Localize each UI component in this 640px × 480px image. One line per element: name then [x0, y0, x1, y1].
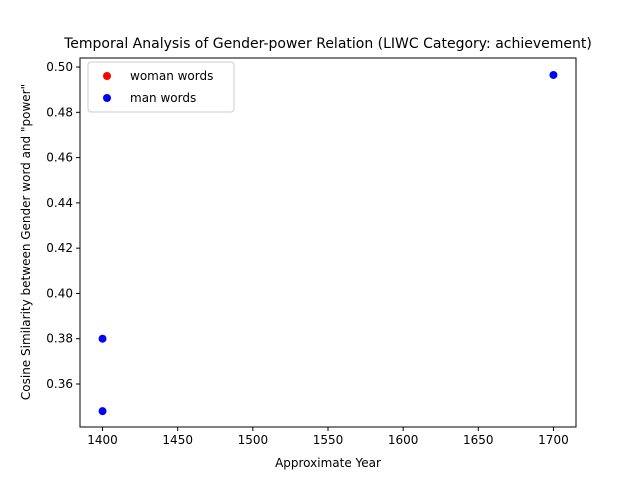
axis-ticks: 1400 1450 1500 1550 1600 1650 1700 0.36 0.38 0.40… [46, 60, 568, 447]
x-tick-label: 1700 [538, 433, 569, 447]
y-tick-label: 0.40 [46, 286, 73, 300]
x-tick-label: 1550 [313, 433, 344, 447]
y-tick-label: 0.48 [46, 105, 73, 119]
y-tick-label: 0.38 [46, 332, 73, 346]
legend-label-man: man words [130, 91, 196, 105]
x-tick-label: 1650 [463, 433, 494, 447]
data-points [98, 70, 558, 416]
x-axis-label: Approximate Year [275, 456, 381, 470]
legend-marker-man [103, 94, 111, 102]
x-tick-label: 1600 [388, 433, 419, 447]
x-tick-label: 1400 [87, 433, 118, 447]
y-tick-label: 0.36 [46, 377, 73, 391]
legend-label-woman: woman words [130, 69, 213, 83]
legend: woman words man words [87, 61, 235, 113]
y-tick-label: 0.46 [46, 151, 73, 165]
data-point-man [549, 70, 558, 79]
legend-box [87, 61, 235, 113]
data-point-man [98, 407, 107, 416]
y-tick-label: 0.44 [46, 196, 73, 210]
y-tick-label: 0.50 [46, 60, 73, 74]
data-point-man [98, 334, 107, 343]
y-axis-label: Cosine Similarity between Gender word an… [19, 84, 33, 400]
chart-title: Temporal Analysis of Gender-power Relati… [63, 36, 592, 52]
x-tick-label: 1500 [238, 433, 269, 447]
y-tick-label: 0.42 [46, 241, 73, 255]
plot-frame [79, 57, 577, 428]
legend-marker-woman [103, 72, 111, 80]
x-tick-label: 1450 [162, 433, 193, 447]
